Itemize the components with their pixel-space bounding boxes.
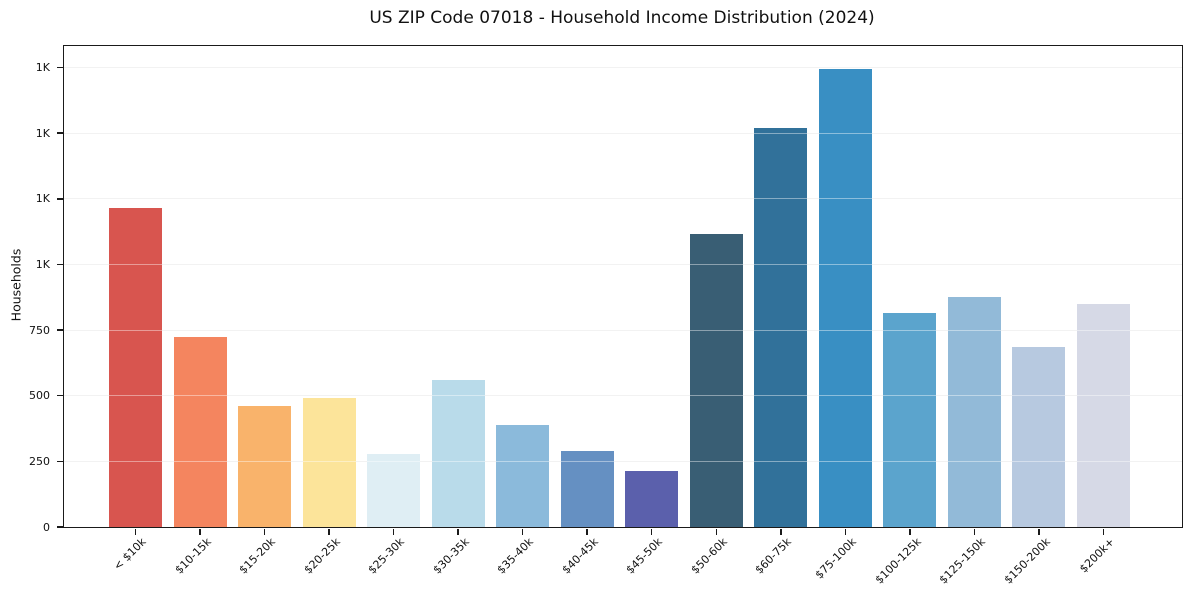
x-tick-mark xyxy=(650,528,653,535)
x-tick-label-text: $30-35k xyxy=(430,535,472,577)
x-tick-mark xyxy=(844,528,847,535)
x-tick-label-text: $20-25k xyxy=(301,535,343,577)
y-tick-mark xyxy=(56,198,63,200)
gridline-overlay xyxy=(64,132,1182,134)
x-tick-label-text: $150-200k xyxy=(1001,535,1053,587)
gridline-overlay xyxy=(64,329,1182,331)
bar xyxy=(625,470,679,527)
bar xyxy=(754,127,808,527)
x-tick-label-text: $15-20k xyxy=(236,535,279,577)
x-tick-mark xyxy=(586,528,588,535)
gridline xyxy=(64,460,1182,462)
x-tick-label-text: $125-150k xyxy=(936,535,988,587)
gridline-overlay xyxy=(64,66,1182,69)
x-tick-label-text: $45-50k xyxy=(623,535,666,577)
x-tick-mark xyxy=(973,528,976,535)
bar xyxy=(883,313,937,527)
x-tick-mark xyxy=(457,528,459,535)
bar xyxy=(173,336,227,527)
bar xyxy=(496,424,550,527)
bar xyxy=(689,234,743,527)
x-tick-label-text: $100-125k xyxy=(872,535,924,587)
y-tick-mark xyxy=(56,263,63,266)
x-tick-label-text: $75-100k xyxy=(812,535,859,582)
y-tick-label: 1K xyxy=(35,192,50,206)
y-tick-mark xyxy=(56,329,63,331)
gridline xyxy=(64,263,1182,266)
gridline-overlay xyxy=(64,460,1182,462)
x-tick-mark xyxy=(715,528,718,535)
plot-area: 0 250 500 750 1K 1K 1K 1K < $10k $10-15k $15-20k $2… xyxy=(29,45,1183,586)
bar xyxy=(109,208,162,527)
x-tick-label-text: $60-75k xyxy=(753,535,795,577)
x-tick-label-text: $200k+ xyxy=(1076,535,1117,576)
gridline-overlay xyxy=(64,198,1182,200)
y-tick-mark xyxy=(56,132,63,134)
gridline xyxy=(64,132,1182,134)
x-tick-mark xyxy=(1038,528,1040,535)
y-tick-label: 750 xyxy=(29,323,50,337)
bar xyxy=(238,406,292,527)
x-tick-mark xyxy=(1102,528,1105,535)
x-tick-mark xyxy=(521,528,524,535)
x-tick-mark xyxy=(134,528,137,535)
x-tick-label-text: $50-60k xyxy=(688,535,730,577)
gridline-overlay xyxy=(64,263,1182,266)
y-tick-label: 1K xyxy=(35,61,50,75)
y-tick-mark xyxy=(56,460,63,463)
bar xyxy=(367,453,421,527)
x-tick-label-text: $25-30k xyxy=(365,535,408,577)
gridline xyxy=(64,66,1182,69)
y-tick-label: 250 xyxy=(29,454,50,468)
x-tick-label-text: $35-40k xyxy=(494,535,537,577)
bar xyxy=(302,398,356,527)
gridline-overlay xyxy=(64,395,1182,397)
gridline xyxy=(64,329,1182,331)
y-tick-mark xyxy=(56,394,63,397)
x-tick-mark xyxy=(392,528,395,535)
y-tick-label: 500 xyxy=(29,389,50,403)
y-tick-label: 0 xyxy=(43,520,50,534)
bar xyxy=(1076,303,1130,527)
chart-title: US ZIP Code 07018 - Household Income Dis… xyxy=(369,8,875,28)
gridline xyxy=(64,395,1182,397)
x-tick-mark xyxy=(199,528,201,535)
x-tick-mark xyxy=(263,528,266,535)
x-tick-label-text: $40-45k xyxy=(559,535,601,577)
x-tick-label-text: < $10k xyxy=(111,535,149,573)
y-tick-label: 1K xyxy=(35,126,50,140)
bar xyxy=(1012,347,1066,527)
x-tick-label-text: $10-15k xyxy=(172,535,214,577)
bar xyxy=(947,297,1001,527)
y-tick-label: 1K xyxy=(35,257,50,271)
y-tick-mark xyxy=(56,526,63,528)
y-tick-mark xyxy=(56,66,63,69)
bar xyxy=(818,68,872,527)
gridline xyxy=(64,198,1182,200)
x-tick-mark xyxy=(328,528,330,535)
x-tick-mark xyxy=(909,528,911,535)
x-tick-mark xyxy=(780,528,782,535)
bar xyxy=(560,450,614,527)
bar xyxy=(431,379,485,527)
